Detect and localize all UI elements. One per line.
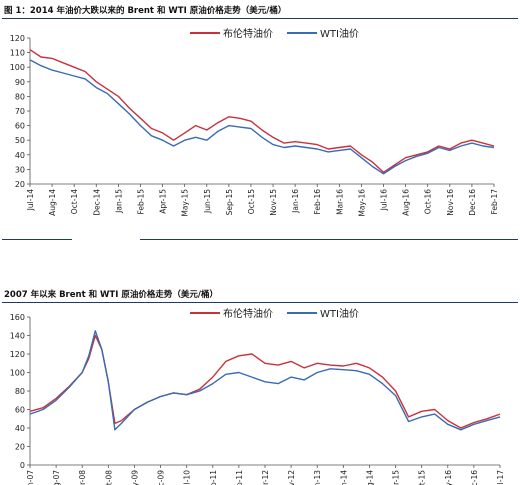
y-tick-label: 20 (15, 443, 25, 452)
figure1-bottom-rule-right (140, 239, 518, 240)
y-tick-label: 120 (10, 34, 25, 43)
x-tick-label: Jul-16 (380, 189, 389, 212)
y-tick-label: 160 (10, 313, 25, 322)
y-tick-label: 60 (15, 406, 25, 415)
x-tick-label: May-09 (130, 470, 139, 485)
x-tick-label: Sep-11 (235, 470, 244, 485)
figure1-title: 图 1：2014 年油价大跌以来的 Brent 和 WTI 原油价格走势（美元/… (4, 6, 287, 16)
y-tick-label: 70 (15, 107, 25, 116)
figure2-chart: 0 20 40 60 80 100 120 140 160 Jan-07 Aug-07 Mar-08 O… (10, 307, 505, 485)
y-tick-label: 90 (15, 78, 25, 87)
legend-label-brent: 布伦特油价 (223, 307, 273, 320)
x-tick-label: May-15 (181, 189, 190, 217)
y-tick-label: 60 (15, 122, 25, 131)
x-tick-label: Oct-15 (247, 189, 256, 214)
x-tick-label: Jul-10 (183, 470, 192, 485)
y-tick-label: 20 (15, 180, 25, 189)
x-tick-label: Jun-15 (203, 189, 212, 214)
x-tick-label: Jan-07 (26, 470, 35, 485)
series-line-brent (29, 49, 495, 174)
legend-label-wti: WTI油价 (320, 27, 359, 40)
legend-label-wti: WTI油价 (320, 307, 359, 320)
x-tick-label: Jan-16 (291, 189, 300, 214)
x-tick-label: Jan-15 (114, 189, 123, 214)
y-tick-label: 30 (15, 165, 25, 174)
y-tick-label: 40 (15, 424, 25, 433)
y-tick-label: 140 (10, 332, 25, 341)
series-line-brent (29, 334, 501, 429)
figure1-chart: 20 30 40 50 60 70 80 90 100 110 120 Jul-14 Aug-14 Oct… (10, 27, 499, 217)
x-tick-label: Dec-16 (468, 189, 477, 216)
x-tick-label: Aug-14 (365, 470, 374, 485)
x-tick-label: Nov-15 (269, 189, 278, 216)
legend-label-brent: 布伦特油价 (223, 27, 273, 40)
y-tick-label: 110 (10, 49, 25, 58)
x-tick-label: Feb-11 (209, 470, 218, 485)
x-tick-label: Dec-09 (157, 470, 166, 485)
y-tick-label: 80 (15, 92, 25, 101)
x-tick-label: May-16 (444, 470, 453, 485)
x-tick-label: Mar-16 (335, 189, 344, 215)
x-tick-label: Apr-15 (159, 189, 168, 214)
figure2-title: 2007 年以来 Brent 和 WTI 原油价格走势（美元/桶） (4, 290, 218, 300)
y-tick-label: 80 (15, 387, 25, 396)
x-tick-label: Aug-07 (52, 470, 61, 485)
x-tick-label: Sep-15 (225, 189, 234, 216)
x-tick-label: Oct-14 (70, 189, 79, 214)
x-tick-label: Aug-14 (48, 189, 57, 216)
x-tick-label: Nov-16 (446, 189, 455, 216)
x-tick-label: Nov-12 (287, 470, 296, 485)
y-tick-label: 100 (10, 63, 25, 72)
y-tick-label: 100 (10, 369, 25, 378)
series-line-wti (29, 59, 495, 175)
x-tick-label: Jun-13 (313, 470, 322, 485)
x-tick-label: Feb-16 (313, 189, 322, 215)
y-tick-label: 120 (10, 350, 25, 359)
x-tick-label: Feb-17 (490, 189, 499, 215)
x-tick-label: Apr-12 (261, 470, 270, 485)
x-tick-label: Jan-14 (339, 470, 348, 485)
x-tick-label: Aug-16 (402, 189, 411, 216)
x-tick-label: Dec-16 (470, 470, 479, 485)
x-tick-label: Jul-17 (496, 470, 505, 485)
x-tick-label: Oct-15 (418, 470, 427, 485)
x-tick-label: Feb-15 (136, 189, 145, 215)
x-tick-label: Jul-14 (26, 189, 35, 212)
x-tick-label: Oct-08 (104, 470, 113, 485)
figure1-top-rule (2, 18, 518, 19)
x-tick-label: May-16 (357, 189, 366, 217)
x-tick-label: Dec-14 (92, 189, 101, 216)
figure2-top-rule (2, 302, 518, 303)
figure1-bottom-rule-left (2, 239, 72, 240)
x-tick-label: Mar-08 (78, 470, 87, 485)
y-tick-label: 0 (20, 461, 25, 470)
series-line-wti (29, 330, 501, 431)
x-tick-label: Mar-15 (392, 470, 401, 485)
y-tick-label: 50 (15, 136, 25, 145)
x-tick-label: Oct-16 (424, 189, 433, 214)
y-tick-label: 40 (15, 151, 25, 160)
